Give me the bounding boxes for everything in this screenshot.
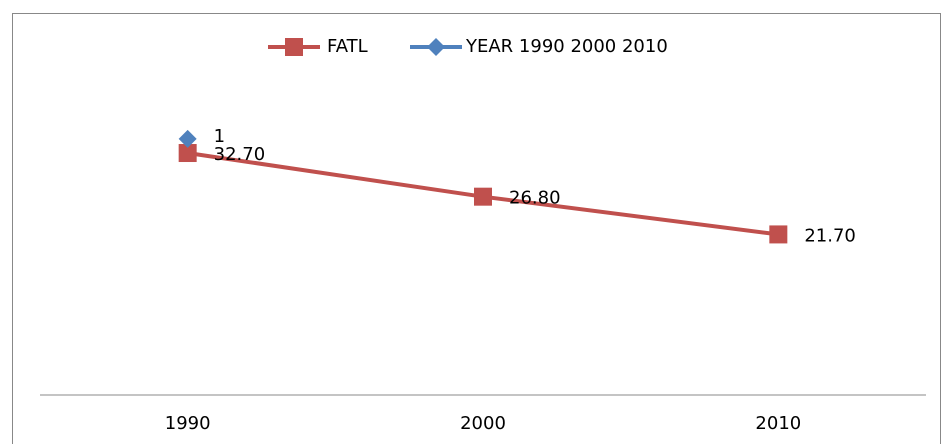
x-tick-label: 2000 <box>460 413 506 434</box>
data-label: 1 <box>214 126 225 147</box>
x-tick-label: 1990 <box>165 413 211 434</box>
legend-label: FATL <box>327 36 368 57</box>
legend-marker <box>285 38 303 56</box>
x-tick-label: 2010 <box>755 413 801 434</box>
data-label: 32.70 <box>214 144 266 165</box>
legend-marker <box>427 38 445 56</box>
marker <box>178 144 197 163</box>
marker <box>474 187 492 206</box>
marker <box>178 129 197 148</box>
data-label: 21.70 <box>804 225 856 246</box>
data-label: 26.80 <box>509 188 561 209</box>
chart-border <box>12 13 941 444</box>
marker <box>769 225 788 244</box>
legend-label: YEAR 1990 2000 2010 <box>465 36 668 57</box>
